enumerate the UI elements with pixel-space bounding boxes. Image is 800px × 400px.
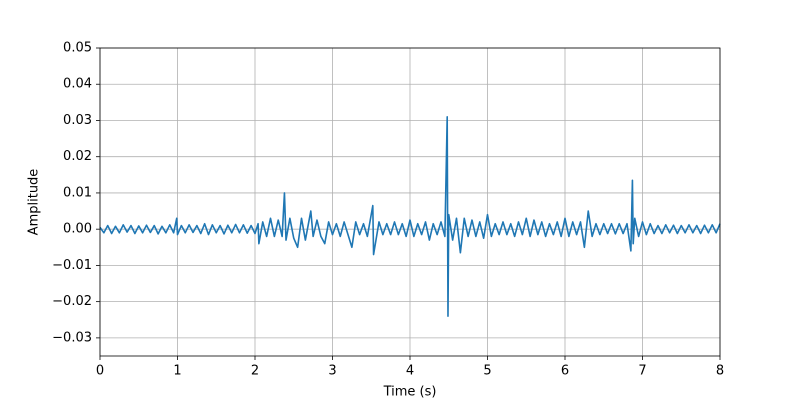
x-tick-label: 7 <box>638 364 646 379</box>
x-axis-label: Time (s) <box>383 385 437 400</box>
x-tick-label: 0 <box>96 364 104 379</box>
y-tick-label: 0.05 <box>63 41 92 56</box>
x-tick-label: 5 <box>483 364 491 379</box>
x-tick-label: 6 <box>561 364 569 379</box>
y-tick-label: 0.01 <box>63 185 92 200</box>
y-tick-label: 0.03 <box>63 113 92 128</box>
y-axis-label: Amplitude <box>27 169 42 236</box>
y-tick-label: 0.00 <box>63 222 92 237</box>
y-tick-label: 0.02 <box>63 149 92 164</box>
x-tick-label: 1 <box>173 364 181 379</box>
plot-frame <box>99 47 721 357</box>
y-tick-label: −0.01 <box>52 258 92 273</box>
signal-line <box>99 116 721 317</box>
y-tick-label: 0.04 <box>63 77 92 92</box>
x-tick-label: 2 <box>251 364 259 379</box>
y-tick-label: −0.02 <box>52 294 92 309</box>
x-tick-label: 3 <box>328 364 336 379</box>
x-tick-label: 4 <box>406 364 414 379</box>
x-tick-label: 8 <box>716 364 724 379</box>
y-tick-label: −0.03 <box>52 330 92 345</box>
